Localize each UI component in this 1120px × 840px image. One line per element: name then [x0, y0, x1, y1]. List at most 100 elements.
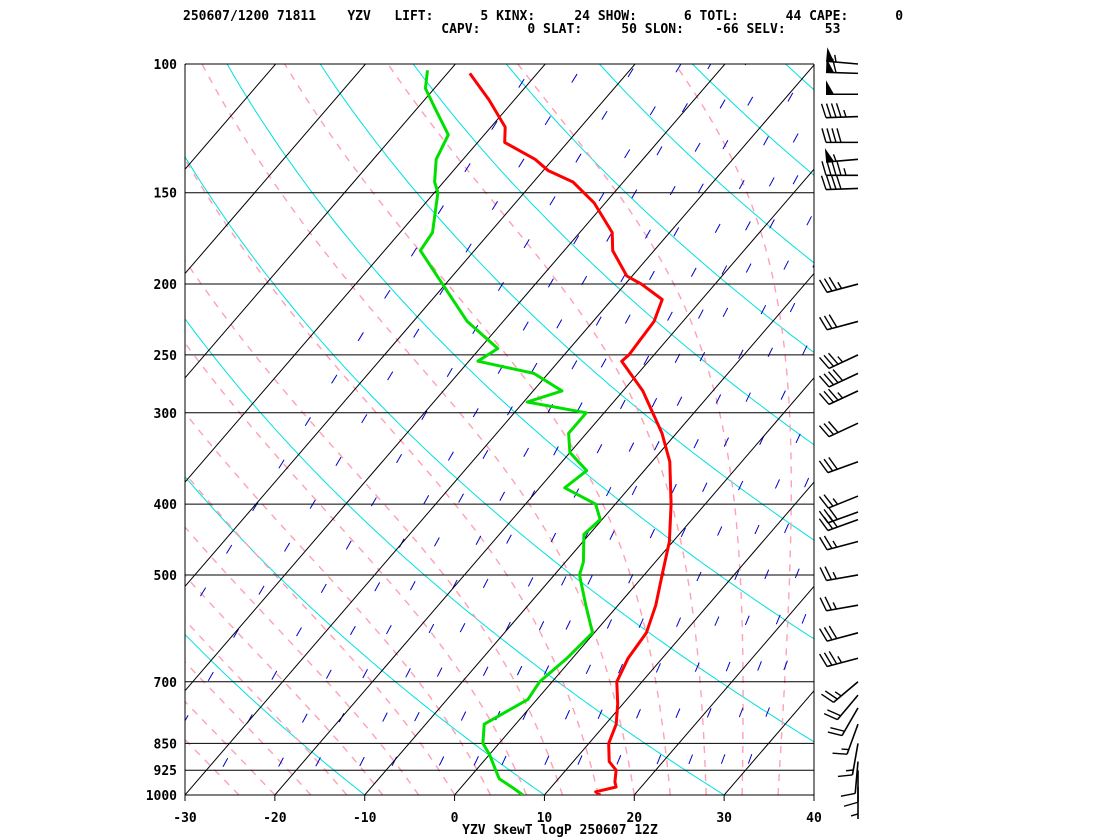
wind-barb — [818, 421, 859, 438]
wind-barb-flag — [820, 103, 827, 118]
mixing-ratio-line — [736, 592, 814, 795]
wind-barb-flag — [840, 792, 856, 797]
moist-adiabat — [185, 574, 384, 795]
wind-barb-flag — [818, 375, 830, 388]
wind-barb-shaft — [826, 574, 859, 582]
wind-barb-half-flag — [837, 356, 844, 363]
header-line-2: CAPV: 0 SLAT: 50 SLON: -66 SELV: 53 — [183, 22, 841, 37]
wind-barb-shaft — [851, 743, 859, 776]
wind-barb — [827, 707, 859, 737]
wind-barb-half-flag — [832, 540, 838, 548]
wind-barb-flag — [819, 279, 828, 293]
wind-barb — [821, 161, 858, 177]
wind-barb-flag — [823, 315, 833, 329]
moist-adiabat — [185, 700, 276, 795]
wind-barb — [818, 352, 859, 370]
wind-barb-flag — [819, 597, 828, 612]
isotherm — [185, 64, 546, 483]
dewpoint-profile — [418, 70, 602, 795]
wind-barb — [818, 507, 859, 524]
wind-barb-flag — [827, 352, 839, 365]
pressure-tick-label: 250 — [154, 349, 178, 364]
wind-barb-flag — [828, 507, 838, 520]
isotherm — [453, 377, 814, 795]
wind-barb-half-flag — [832, 602, 837, 610]
wind-barb — [819, 314, 859, 331]
moist-adiabat — [185, 158, 599, 795]
wind-barb-half-flag — [837, 392, 844, 399]
wind-barb-flag — [819, 628, 828, 642]
wind-barb-flag — [836, 128, 842, 143]
isotherm — [723, 689, 814, 795]
moist-adiabat — [185, 738, 240, 795]
wind-barb-flag — [821, 128, 827, 143]
wind-barb-flag — [818, 425, 830, 438]
wind-barb-shaft — [828, 390, 859, 406]
moist-adiabat — [284, 64, 671, 795]
plot-frame — [184, 63, 815, 801]
temperature-tick-label: 10 — [537, 811, 553, 826]
wind-barb-flag — [824, 566, 833, 580]
isotherm — [185, 64, 726, 692]
isotherm — [0, 48, 110, 811]
isotherm — [185, 64, 457, 379]
pressure-tick-label: 400 — [154, 498, 178, 513]
pressure-tick-label: 300 — [154, 407, 178, 422]
wind-barb-flag — [823, 458, 834, 472]
wind-barb-flag — [835, 174, 842, 190]
isotherm — [274, 168, 814, 795]
wind-barb — [820, 103, 859, 119]
wind-barb-shaft — [841, 707, 859, 736]
dry-adiabat — [185, 155, 814, 743]
dry-adiabat — [226, 64, 814, 640]
mixing-ratio-line — [603, 329, 814, 795]
wind-barb-pennant — [826, 58, 835, 73]
mixing-ratio-line — [300, 64, 712, 795]
wind-barb-shaft — [836, 694, 859, 721]
wind-barb-shaft — [832, 681, 859, 703]
wind-barb-shaft — [825, 115, 859, 119]
dry-adiabat — [784, 64, 814, 91]
wind-barb-flag — [835, 103, 842, 118]
moist-adiabat — [674, 64, 792, 795]
wind-barb-flag — [828, 314, 838, 328]
dry-adiabat — [185, 633, 366, 795]
isotherm — [813, 794, 814, 795]
dry-adiabat — [598, 64, 814, 264]
mixing-ratio-line — [185, 64, 535, 623]
wind-barb — [837, 743, 859, 778]
mixing-ratio-line — [344, 64, 747, 795]
mixing-ratio-line — [459, 103, 814, 795]
wind-barb — [826, 80, 858, 96]
wind-barb-flag — [831, 128, 837, 143]
wind-barb — [821, 128, 858, 144]
wind-barb-flag — [823, 626, 833, 641]
isotherm — [185, 64, 187, 66]
wind-barb-shaft — [826, 283, 859, 294]
moist-adiabat — [185, 259, 564, 795]
wind-barb-half-flag — [834, 691, 842, 697]
wind-barb-flag — [828, 651, 838, 665]
wind-barb — [819, 596, 859, 612]
wind-barb-shaft — [828, 422, 859, 438]
wind-barb — [832, 723, 859, 755]
wind-barb — [824, 148, 859, 163]
wind-barb-shaft — [826, 657, 859, 668]
mixing-ratio-line — [708, 532, 814, 795]
wind-barb — [818, 494, 859, 509]
wind-barb — [840, 761, 859, 797]
wind-barbs — [818, 47, 859, 819]
wind-barb-half-flag — [832, 571, 837, 580]
wind-barb-flag — [821, 693, 834, 703]
wind-barb-flag — [828, 276, 838, 291]
temperature-profile — [468, 72, 673, 795]
header-line-1: 250607/1200 71811 YZV LIFT: 5 KINX: 24 S… — [183, 9, 904, 24]
moist-adiabat — [185, 472, 456, 795]
pressure-tick-label: 925 — [154, 764, 177, 779]
moist-adiabat — [201, 64, 635, 795]
wind-barb — [850, 786, 859, 819]
wind-barb-flag — [819, 567, 828, 581]
chart-title: YZV SkewT logP 250607 12Z — [462, 823, 658, 838]
